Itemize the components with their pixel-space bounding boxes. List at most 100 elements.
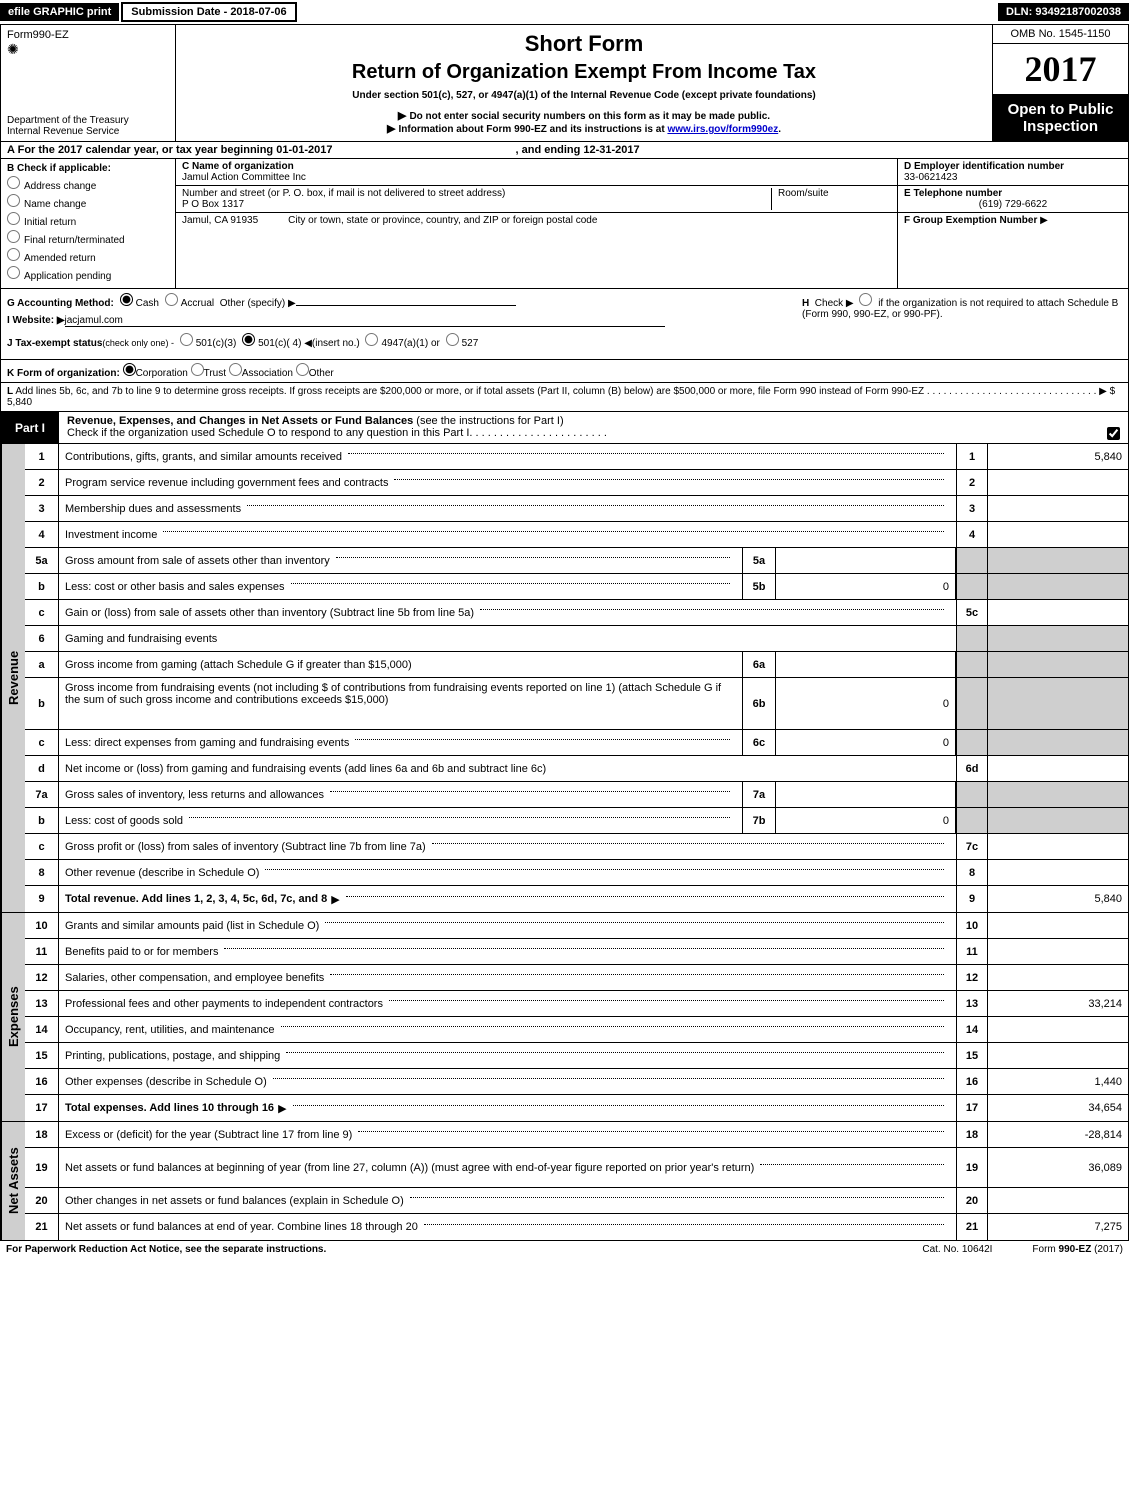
netassets-vlabel: Net Assets [1,1122,25,1240]
l11-val [988,939,1128,964]
radio-address-change[interactable] [7,176,20,189]
col-c: C Name of organization Jamul Action Comm… [176,159,898,288]
open-to-public: Open to Public Inspection [993,95,1128,141]
radio-trust[interactable] [191,363,204,376]
opt-name-change[interactable]: Name change [7,194,169,210]
c-name-cell: C Name of organization Jamul Action Comm… [176,159,897,186]
e-label: E Telephone number [904,188,1122,199]
radio-corp[interactable] [123,363,136,376]
l6b-desc1: Gross income from fundraising events (no… [65,682,328,694]
line-5a: 5a Gross amount from sale of assets othe… [25,548,1128,574]
dept-irs: Internal Revenue Service [7,126,169,137]
radio-final-return[interactable] [7,230,20,243]
row-a: A For the 2017 calendar year, or tax yea… [0,142,1129,159]
radio-name-change[interactable] [7,194,20,207]
arrow-icon: ▶ [331,893,339,906]
footer: For Paperwork Reduction Act Notice, see … [0,1241,1129,1258]
radio-accrual[interactable] [165,293,178,306]
note1-text: Do not enter social security numbers on … [409,111,770,122]
line-7a: 7a Gross sales of inventory, less return… [25,782,1128,808]
h-label: H [802,298,809,309]
l15-val [988,1043,1128,1068]
city-label: City or town, state or province, country… [288,215,597,226]
opt-501c3: 501(c)(3) [196,338,237,349]
header-note2: ▶ Information about Form 990-EZ and its … [186,122,982,135]
l21-val: 7,275 [988,1214,1128,1240]
l4-val [988,522,1128,547]
l18-desc: Excess or (deficit) for the year (Subtra… [65,1129,352,1141]
l21-desc: Net assets or fund balances at end of ye… [65,1221,418,1233]
l10-desc: Grants and similar amounts paid (list in… [65,920,319,932]
opt-final-return[interactable]: Final return/terminated [7,230,169,246]
l16-val: 1,440 [988,1069,1128,1094]
radio-amended-return[interactable] [7,248,20,261]
checkbox-schedule-o[interactable] [1107,427,1120,440]
line-6c: c Less: direct expenses from gaming and … [25,730,1128,756]
opt-address-change[interactable]: Address change [7,176,169,192]
revenue-vlabel: Revenue [1,444,25,912]
j-sub: (check only one) - [102,338,174,348]
footer-left: For Paperwork Reduction Act Notice, see … [6,1244,326,1255]
l2-val [988,470,1128,495]
l-text: Add lines 5b, 6c, and 7b to line 9 to de… [15,386,924,397]
line-14: 14 Occupancy, rent, utilities, and maint… [25,1017,1128,1043]
opt-other: Other (specify) [220,298,286,309]
opt-corp: Corporation [136,368,188,379]
street-label: Number and street (or P. O. box, if mail… [182,188,771,199]
radio-501c[interactable] [242,333,255,346]
netassets-body: 18 Excess or (deficit) for the year (Sub… [25,1122,1128,1240]
opt-other-org: Other [309,368,334,379]
website-value: jacjamul.com [65,315,123,326]
radio-initial-return[interactable] [7,212,20,225]
radio-other-org[interactable] [296,363,309,376]
l6c-desc: Less: direct expenses from gaming and fu… [65,737,349,749]
line-16: 16 Other expenses (describe in Schedule … [25,1069,1128,1095]
opt-trust: Trust [204,368,226,379]
radio-cash[interactable] [120,293,133,306]
line-1: 1 Contributions, gifts, grants, and simi… [25,444,1128,470]
c-city-cell: Jamul, CA 91935 City or town, state or p… [176,213,897,288]
opt-4947: 4947(a)(1) or [381,338,439,349]
col-b: B Check if applicable: Address change Na… [1,159,176,288]
l7b-desc: Less: cost of goods sold [65,815,183,827]
l13-desc: Professional fees and other payments to … [65,998,383,1010]
radio-527[interactable] [446,333,459,346]
irs-link[interactable]: www.irs.gov/form990ez [667,124,778,135]
l15-desc: Printing, publications, postage, and shi… [65,1050,280,1062]
radio-application-pending[interactable] [7,266,20,279]
opt-501c: 501(c)( 4) [258,338,301,349]
l7a-desc: Gross sales of inventory, less returns a… [65,789,324,801]
note2-post: . [778,124,781,135]
l6b-val: 0 [776,678,956,729]
j-label: J Tax-exempt status [7,338,102,349]
radio-assoc[interactable] [229,363,242,376]
radio-h-check[interactable] [859,293,872,306]
opt-application-pending[interactable]: Application pending [7,266,169,282]
k-label: K Form of organization: [7,368,120,379]
d-label: D Employer identification number [904,161,1122,172]
line-5b: b Less: cost or other basis and sales ex… [25,574,1128,600]
l-arrow: ▶ [1099,386,1107,397]
rowA-text1: For the 2017 calendar year, or tax year … [18,144,333,156]
dln: DLN: 93492187002038 [998,3,1129,21]
l6a-val [776,652,956,677]
header-note1: ▶ Do not enter social security numbers o… [186,109,982,122]
l20-desc: Other changes in net assets or fund bala… [65,1195,404,1207]
l8-desc: Other revenue (describe in Schedule O) [65,867,259,879]
line-6: 6 Gaming and fundraising events [25,626,1128,652]
opt-amended-return[interactable]: Amended return [7,248,169,264]
expenses-vlabel: Expenses [1,913,25,1121]
tax-year: 2017 [993,44,1128,95]
opt-initial-return[interactable]: Initial return [7,212,169,228]
org-name: Jamul Action Committee Inc [182,172,306,183]
arrow-icon: ▶ [387,123,399,135]
note2-pre: Information about Form 990-EZ and its in… [399,124,668,135]
line-7b: b Less: cost of goods sold 7b 0 [25,808,1128,834]
i-label: I Website: ▶ [7,315,65,326]
line-7c: c Gross profit or (loss) from sales of i… [25,834,1128,860]
radio-501c3[interactable] [180,333,193,346]
title-short-form: Short Form [186,31,982,57]
part1-subnote: Check if the organization used Schedule … [67,427,469,439]
radio-4947[interactable] [365,333,378,346]
line-8: 8 Other revenue (describe in Schedule O)… [25,860,1128,886]
